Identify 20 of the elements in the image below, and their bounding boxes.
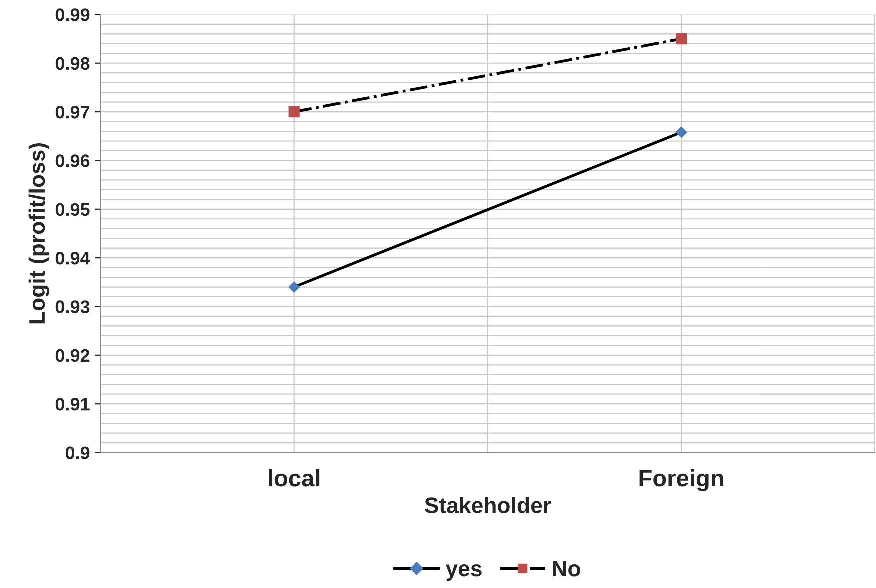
y-tick-label: 0.92	[56, 349, 90, 362]
y-axis-title: Logit (profit/loss)	[28, 143, 50, 324]
y-tick-label: 0.95	[56, 203, 90, 216]
y-tick-label: 0.98	[56, 57, 90, 70]
x-tick-label: Foreign	[640, 469, 724, 492]
point	[676, 126, 688, 138]
y-tick-label: 0.96	[56, 154, 90, 168]
point	[288, 282, 300, 293]
x-axis-title: Stakeholder	[424, 497, 552, 514]
legend-label: yes	[446, 564, 482, 582]
y-tick-label: 0.99	[56, 8, 90, 22]
y-tick-label: 0.94	[56, 252, 90, 265]
x-tick-label: local	[269, 469, 320, 487]
y-tick-label: 0.93	[56, 300, 90, 314]
point	[288, 106, 300, 118]
legend-label: No	[553, 561, 580, 577]
y-tick-label: 0.9	[66, 446, 90, 460]
y-tick-label: 0.91	[56, 398, 90, 411]
y-tick-label: 0.97	[56, 106, 90, 119]
point	[676, 33, 688, 45]
